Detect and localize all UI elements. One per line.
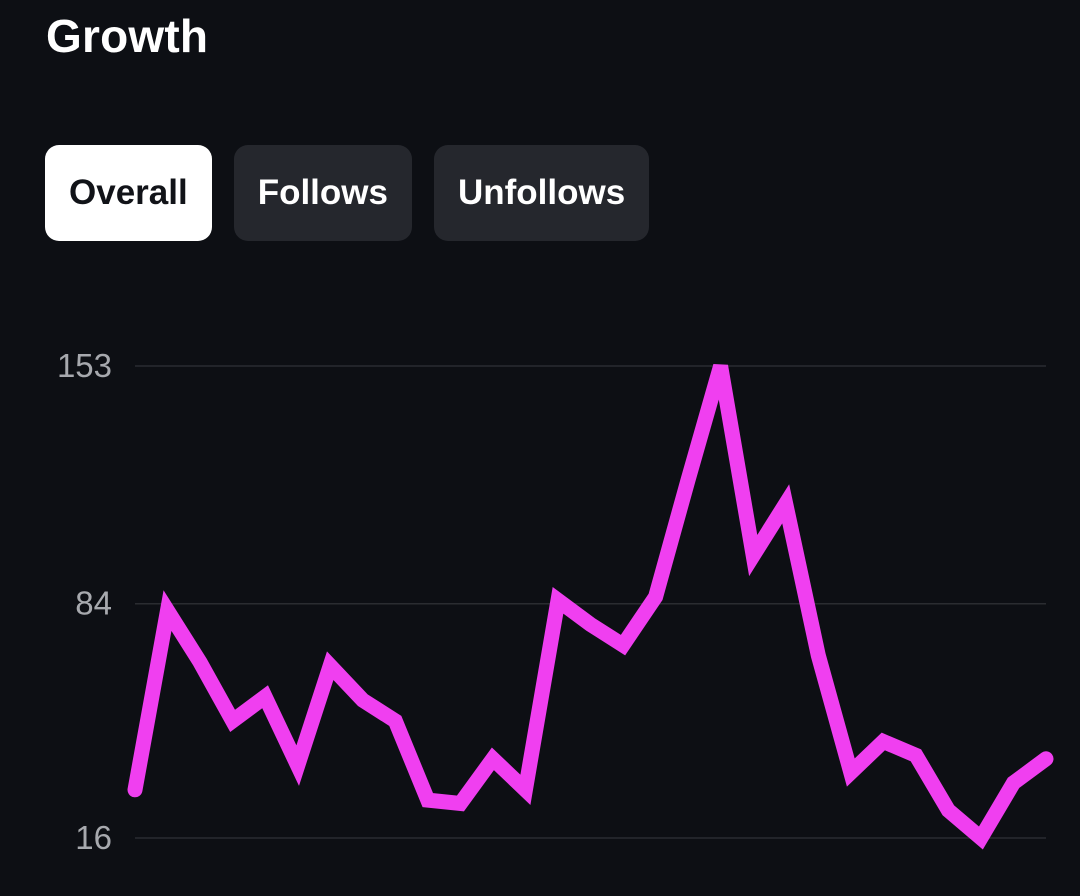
y-tick-label: 153: [57, 347, 112, 384]
page-title: Growth: [46, 10, 209, 62]
tab-unfollows[interactable]: Unfollows: [433, 145, 650, 241]
tab-follows[interactable]: Follows: [233, 145, 412, 241]
tab-overall[interactable]: Overall: [45, 145, 212, 241]
y-tick-label: 84: [75, 585, 112, 622]
y-tick-label: 16: [75, 819, 112, 856]
tab-bar: Overall Follows Unfollows: [45, 145, 650, 241]
y-axis-ticks: 153 84 16: [57, 347, 112, 856]
series-layer: [127, 363, 1054, 850]
series-line: [127, 363, 1054, 850]
gridlines: [135, 365, 1046, 839]
